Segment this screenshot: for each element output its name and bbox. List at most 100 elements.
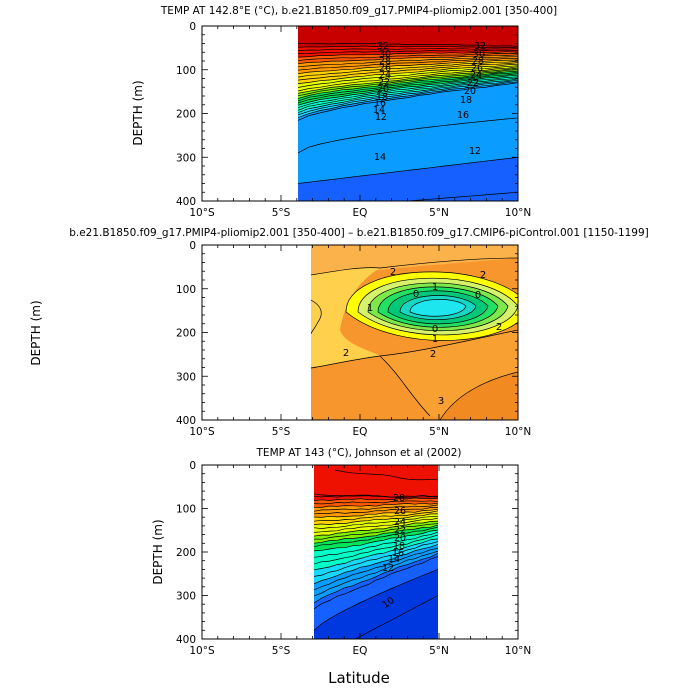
- contour-label: 32: [377, 41, 389, 52]
- contour-line: [314, 497, 438, 501]
- contour-label: 20: [377, 84, 389, 95]
- contour-line: [298, 60, 518, 78]
- contour-line: [314, 529, 438, 552]
- contour-line: [314, 502, 438, 508]
- contour-line: [314, 493, 438, 498]
- contour-line: [298, 70, 518, 99]
- panel-3-axes: 10°S 5°S EQ 5°N 10°N 0 100 200 300 400: [176, 460, 531, 657]
- contour-label: 1: [432, 282, 438, 293]
- contour-label: 14: [374, 152, 386, 163]
- contour-line: [314, 510, 438, 522]
- contour-line: [298, 48, 518, 51]
- contour-line: [387, 290, 489, 325]
- contour-line: [298, 76, 518, 109]
- y-tick-label: 100: [176, 65, 196, 77]
- x-tick-label: EQ: [353, 207, 368, 219]
- contour-line: [354, 595, 438, 639]
- contour-line: [314, 547, 438, 591]
- y-tick-label: 200: [176, 547, 196, 559]
- y-tick-label: 400: [176, 634, 196, 646]
- contour-label: 1: [432, 334, 438, 345]
- contour-line: [298, 77, 518, 111]
- contour-label: 2: [430, 349, 436, 360]
- x-tick-label: 5°S: [272, 207, 291, 219]
- contour-line: [298, 71, 518, 102]
- contour-line: [314, 541, 438, 577]
- panel-1-contour-labels: 3230282624222018161412323028262422201816…: [373, 41, 486, 163]
- contour-label: 2: [496, 322, 502, 333]
- contour-label: 30: [379, 49, 391, 60]
- contour-label: 16: [392, 548, 404, 559]
- y-tick-label: 400: [176, 415, 196, 427]
- panel-3-title: TEMP AT 143 (°C), Johnson et al (2002): [256, 447, 462, 459]
- contour-label: 24: [379, 70, 391, 81]
- contour-line: [298, 73, 518, 104]
- x-axis-label: Latitude: [328, 669, 390, 687]
- contour-line: [314, 504, 438, 512]
- panel-3-contour-fill: [314, 465, 438, 639]
- contour-line: [314, 550, 438, 597]
- contour-line: [357, 277, 518, 336]
- contour-line: [298, 66, 518, 92]
- contour-line: [298, 117, 518, 154]
- contour-line: [298, 54, 518, 65]
- contour-line: [314, 513, 438, 525]
- contour-line: [298, 74, 518, 106]
- contour-line: [298, 56, 518, 68]
- contour-line: [311, 257, 518, 276]
- panel-1-contour-lines: [298, 43, 518, 201]
- contour-line: [298, 67, 518, 94]
- panel-3-ylabel: DEPTH (m): [151, 519, 165, 584]
- panel-2: b.e21.B1850.f09_g17.PMIP4-pliomip2.001 […: [29, 227, 649, 438]
- x-tick-label: 5°N: [429, 207, 449, 219]
- contour-line: [298, 156, 518, 184]
- contour-label: 16: [457, 110, 469, 121]
- contour-label: 18: [376, 92, 388, 103]
- contour-label: 24: [470, 70, 482, 81]
- contour-line: [314, 523, 438, 540]
- contour-line: [298, 58, 518, 71]
- contour-line: [311, 329, 518, 369]
- contour-line: [298, 43, 518, 47]
- contour-label: 2: [480, 270, 486, 281]
- contour-label: 3: [438, 396, 444, 407]
- contour-label: 0: [432, 324, 438, 335]
- x-tick-label: 5°N: [429, 426, 449, 438]
- contour-label: 22: [467, 78, 479, 89]
- contour-line: [367, 282, 509, 332]
- contour-line: [298, 59, 518, 75]
- y-tick-label: 300: [176, 371, 196, 383]
- contour-label: 20: [464, 86, 476, 97]
- contour-label: 12: [375, 112, 387, 123]
- y-tick-label: 200: [176, 328, 196, 340]
- panel-1: TEMP AT 142.8°E (°C), b.e21.B1850.f09_g1…: [131, 5, 557, 219]
- x-tick-label: 10°S: [189, 426, 215, 438]
- contour-line: [314, 500, 438, 505]
- contour-label: 28: [472, 56, 484, 67]
- contour-band: [440, 372, 518, 420]
- contour-label: 26: [471, 63, 483, 74]
- contour-band: [311, 267, 380, 368]
- contour-line: [298, 65, 518, 88]
- panel-2-ylabel: DEPTH (m): [29, 300, 43, 365]
- contour-line: [298, 49, 518, 54]
- x-tick-label: 10°S: [189, 207, 215, 219]
- contour-label: 14: [373, 105, 385, 116]
- contour-line: [298, 51, 518, 58]
- contour-line: [439, 371, 518, 420]
- contour-label: 2: [343, 348, 349, 359]
- contour-line: [314, 495, 438, 498]
- x-tick-label: 10°N: [505, 645, 531, 657]
- contour-line: [334, 469, 438, 481]
- y-tick-label: 0: [189, 460, 196, 472]
- contour-label: 24: [394, 517, 406, 528]
- panel-2-title: b.e21.B1850.f09_g17.PMIP4-pliomip2.001 […: [69, 227, 649, 239]
- contour-label: 16: [374, 98, 386, 109]
- contour-line: [403, 191, 518, 201]
- x-tick-label: EQ: [353, 426, 368, 438]
- contour-line: [314, 538, 438, 571]
- contour-line: [314, 544, 438, 585]
- contour-label: 18: [460, 95, 472, 106]
- contour-label: 0: [413, 289, 419, 300]
